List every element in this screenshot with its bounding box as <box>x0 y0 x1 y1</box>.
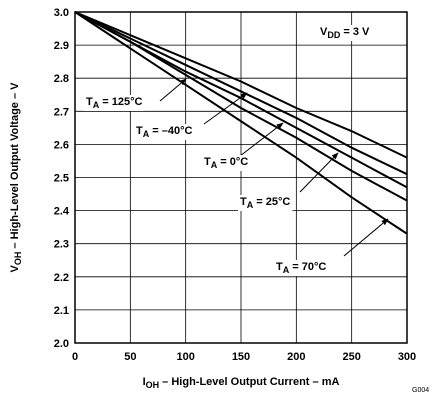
curve <box>74 11 408 235</box>
annotation-bg <box>202 155 251 171</box>
x-tick-label: 300 <box>398 351 416 363</box>
x-tick-label: 250 <box>342 351 360 363</box>
y-tick-label: 2.6 <box>54 139 69 151</box>
x-axis-label-sub: OH <box>146 380 160 390</box>
y-tick-label: 2.1 <box>54 305 69 317</box>
x-tick-label: 50 <box>124 351 136 363</box>
annotation-rest: = 125°C <box>99 96 142 108</box>
annotation-sub: A <box>211 160 218 170</box>
annotation-main: T <box>86 96 93 108</box>
y-axis-label-rest: – High-Level Output Voltage – V <box>9 82 21 252</box>
plot-frame <box>74 11 408 344</box>
annotation-main: T <box>136 125 143 137</box>
x-axis-label: IOH – High-Level Output Current – mA <box>143 376 340 390</box>
annotation-rest: = 3 V <box>340 26 370 38</box>
x-axis-label-main: I <box>143 376 146 388</box>
annotation-rest: = 70°C <box>289 261 326 273</box>
annotation: VDD = 3 V <box>320 26 370 40</box>
curve <box>74 11 408 159</box>
x-tick-label: 150 <box>232 351 250 363</box>
annotation-rest: = 25°C <box>253 196 290 208</box>
annotation-arrow <box>299 152 339 193</box>
y-tick-label: 2.7 <box>54 106 69 118</box>
curve <box>74 11 408 176</box>
y-tick-label: 2.2 <box>54 272 69 284</box>
annotation-sub: A <box>93 100 100 110</box>
annotation: TA = 25°C <box>240 196 290 210</box>
y-axis-label: VOH – High-Level Output Voltage – V <box>9 82 23 273</box>
annotation: TA = 125°C <box>86 96 143 110</box>
x-tick-label: 0 <box>72 351 78 363</box>
y-axis-label-sub: OH <box>13 252 23 266</box>
annotation-sub: A <box>283 265 290 275</box>
annotation-rest: = 0°C <box>217 156 248 168</box>
annotation-arrow <box>159 78 187 102</box>
x-axis-label-rest: – High-Level Output Current – mA <box>159 376 339 388</box>
x-tick-label: 100 <box>176 351 194 363</box>
y-tick-label: 2.0 <box>54 338 69 350</box>
annotation-main: V <box>320 26 328 38</box>
curve <box>74 11 408 202</box>
annotation-rest: = –40°C <box>149 125 192 137</box>
x-tick-label: 200 <box>287 351 305 363</box>
annotation-bg <box>84 95 145 111</box>
y-tick-label: 3.0 <box>54 7 69 19</box>
y-tick-label: 2.4 <box>54 206 70 218</box>
y-tick-label: 2.3 <box>54 239 69 251</box>
y-axis-label-main: V <box>9 264 21 272</box>
annotation-arrow <box>239 122 284 157</box>
annotation-sub: A <box>247 200 254 210</box>
annotation-bg <box>318 25 373 41</box>
annotation-main: T <box>204 156 211 168</box>
annotation: TA = –40°C <box>136 125 193 139</box>
annotation: TA = 0°C <box>204 156 248 170</box>
annotation-sub: A <box>143 129 150 139</box>
annotation-arrow <box>203 92 248 125</box>
figure-id: G004 <box>412 387 429 394</box>
annotation-arrow <box>343 218 389 257</box>
annotation-bg <box>238 195 293 211</box>
annotation: TA = 70°C <box>276 261 326 275</box>
annotation-main: T <box>276 261 283 273</box>
y-tick-label: 2.9 <box>54 40 69 52</box>
annotation-sub: DD <box>327 30 340 40</box>
annotation-bg <box>274 260 329 276</box>
annotation-main: T <box>240 196 247 208</box>
y-tick-label: 2.8 <box>54 73 69 85</box>
annotation-bg <box>134 124 195 140</box>
y-tick-label: 2.5 <box>54 173 69 185</box>
